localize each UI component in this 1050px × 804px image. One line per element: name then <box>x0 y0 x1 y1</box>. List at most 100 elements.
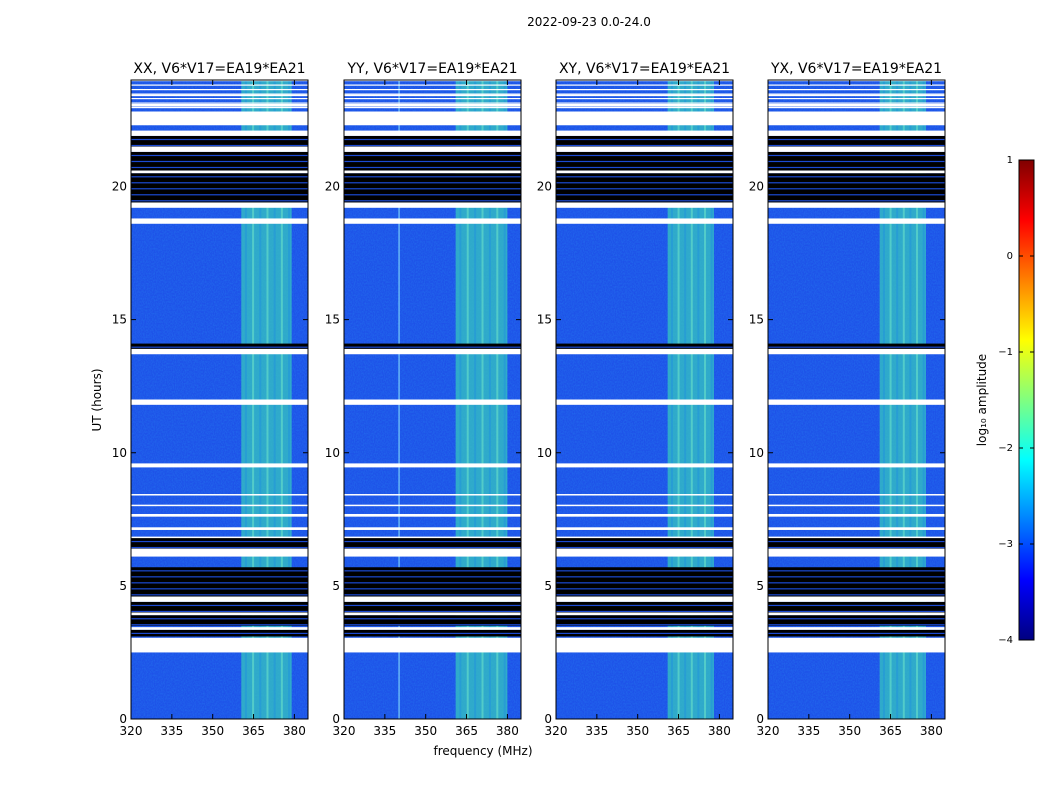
dark-band-line <box>344 588 521 590</box>
flagged-band <box>344 202 521 208</box>
dark-band-line <box>768 160 945 163</box>
dark-band-line <box>556 176 733 178</box>
panel-title: XY, V6*V17=EA19*EA21 <box>559 61 730 77</box>
flagged-band <box>556 627 733 630</box>
panel-yy: YY, V6*V17=EA19*EA21 320 335 350 365 380 0 5 10 1… <box>325 61 522 738</box>
dark-band-line <box>768 138 945 141</box>
panel-plot-area <box>131 80 308 719</box>
dark-band-line <box>131 594 308 596</box>
flagged-band <box>768 494 945 496</box>
flagged-band <box>768 202 945 208</box>
y-axis-label: UT (hours) <box>90 368 104 431</box>
dark-band-line <box>556 588 733 590</box>
flagged-band <box>131 596 308 602</box>
flagged-band <box>131 399 308 405</box>
flagged-band <box>556 637 733 653</box>
flagged-band <box>768 536 945 539</box>
panel-yx: YX, V6*V17=EA19*EA21 320 335 350 365 380 0 5 10 1… <box>749 61 946 738</box>
flagged-band <box>131 348 308 355</box>
dark-band-line <box>768 188 945 190</box>
flagged-band <box>131 513 308 517</box>
dark-band-line <box>131 588 308 590</box>
flagged-band <box>556 596 733 602</box>
flagged-band <box>131 494 308 496</box>
y-tick-label: 20 <box>325 180 340 194</box>
x-tick-label: 335 <box>797 724 820 738</box>
y-tick-label: 0 <box>119 712 127 726</box>
flag-line <box>556 93 733 95</box>
dark-band-line <box>131 540 308 543</box>
flagged-band <box>556 94 733 97</box>
y-tick-label: 0 <box>756 712 764 726</box>
dark-band-line <box>768 576 945 578</box>
flagged-band <box>768 612 945 616</box>
y-tick-label: 15 <box>537 313 552 327</box>
low-amplitude-band <box>556 601 733 613</box>
dark-band-line <box>344 582 521 584</box>
x-tick-label: 350 <box>626 724 649 738</box>
flagged-band <box>556 218 733 224</box>
flagged-band <box>768 111 945 126</box>
dark-band-line <box>556 632 733 635</box>
flagged-band <box>131 463 308 468</box>
colorbar-tick-label: −3 <box>998 539 1013 550</box>
dark-band-line <box>768 588 945 590</box>
panel-frame <box>343 79 522 720</box>
low-amplitude-band <box>768 343 945 349</box>
flagged-band <box>556 111 733 126</box>
flagged-band <box>556 527 733 530</box>
y-tick-label: 20 <box>749 180 764 194</box>
dark-band-line <box>556 194 733 196</box>
figure-title: 2022-09-23 0.0-24.0 <box>527 15 651 29</box>
flagged-band <box>344 463 521 468</box>
dark-band-line <box>556 610 733 613</box>
flagged-band <box>131 612 308 616</box>
flagged-band <box>768 596 945 602</box>
panel-plot-area <box>556 80 733 719</box>
flagged-band <box>344 612 521 616</box>
flagged-band <box>556 202 733 208</box>
flagged-band <box>768 548 945 557</box>
dark-band-line <box>344 604 521 607</box>
low-amplitude-band <box>768 537 945 549</box>
flagged-band <box>344 596 521 602</box>
y-tick-label: 20 <box>112 180 127 194</box>
dark-band-line <box>131 176 308 178</box>
flagged-band <box>556 348 733 355</box>
y-tick-label: 15 <box>749 313 764 327</box>
y-tick-label: 10 <box>537 446 552 460</box>
flagged-band <box>131 504 308 507</box>
y-tick-label: 15 <box>112 313 127 327</box>
dark-band-line <box>131 194 308 196</box>
flag-line <box>768 98 945 100</box>
flagged-band <box>768 218 945 224</box>
flagged-band <box>344 218 521 224</box>
flagged-band <box>344 504 521 507</box>
y-tick-label: 15 <box>325 313 340 327</box>
colorbar-gradient <box>1018 159 1035 641</box>
low-amplitude-band <box>556 343 733 349</box>
flag-line <box>768 111 945 113</box>
x-tick-label: 365 <box>455 724 478 738</box>
low-amplitude-band <box>556 537 733 549</box>
dark-band-line <box>344 144 521 147</box>
flag-line <box>556 89 733 91</box>
y-tick-label: 5 <box>756 579 764 593</box>
flag-line <box>131 89 308 91</box>
flagged-band <box>344 637 521 653</box>
dark-band-line <box>768 540 945 543</box>
dark-band-line <box>344 610 521 613</box>
low-amplitude-band <box>344 173 521 203</box>
x-tick-label: 320 <box>757 724 780 738</box>
x-tick-label: 350 <box>838 724 861 738</box>
flag-line <box>344 111 521 113</box>
flag-line <box>556 80 733 82</box>
dark-band-line <box>344 546 521 549</box>
x-tick-label: 380 <box>496 724 519 738</box>
flagged-band <box>344 146 521 152</box>
dark-band-line <box>344 346 521 348</box>
dark-band-line <box>768 182 945 184</box>
colorbar-tick-label: 0 <box>1007 251 1013 262</box>
dark-band-line <box>768 176 945 178</box>
dark-band-line <box>768 604 945 607</box>
